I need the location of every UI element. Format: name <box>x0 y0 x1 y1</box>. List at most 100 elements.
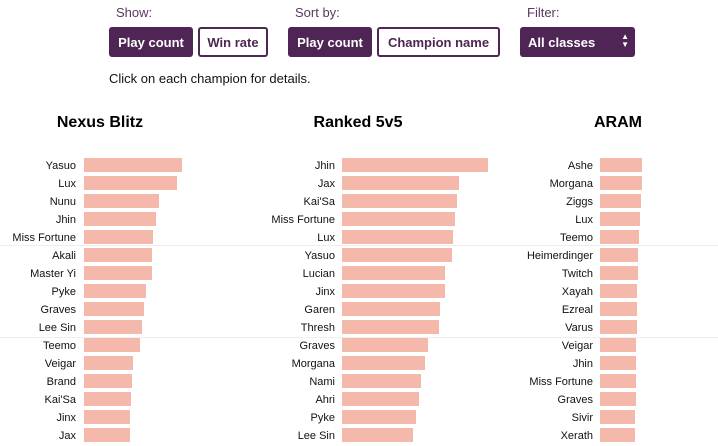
play-count-bar[interactable] <box>342 194 457 208</box>
play-count-bar[interactable] <box>342 410 416 424</box>
champion-label[interactable]: Morgana <box>0 177 593 195</box>
play-count-bar[interactable] <box>600 176 642 190</box>
play-count-bar[interactable] <box>600 338 636 352</box>
champion-label[interactable]: Lux <box>0 177 76 195</box>
play-count-bar[interactable] <box>342 176 459 190</box>
champion-label[interactable]: Jhin <box>0 159 335 177</box>
play-count-bar[interactable] <box>600 266 638 280</box>
play-count-bar[interactable] <box>600 410 635 424</box>
play-count-bar[interactable] <box>84 338 140 352</box>
champion-label[interactable]: Ashe <box>0 159 593 177</box>
play-count-bar[interactable] <box>84 302 144 316</box>
play-count-bar[interactable] <box>600 284 637 298</box>
champion-label[interactable]: Xayah <box>0 285 593 303</box>
play-count-bar[interactable] <box>342 248 452 262</box>
champion-label[interactable]: Twitch <box>0 267 593 285</box>
play-count-bar[interactable] <box>84 248 152 262</box>
play-count-bar[interactable] <box>84 410 130 424</box>
play-count-bar[interactable] <box>342 428 413 442</box>
play-count-bar[interactable] <box>84 320 142 334</box>
play-count-bar[interactable] <box>342 230 453 244</box>
sort-champion-name-button[interactable]: Champion name <box>377 27 500 57</box>
champion-label[interactable]: Miss Fortune <box>0 375 593 393</box>
champion-label[interactable]: Sivir <box>0 411 593 429</box>
play-count-bar[interactable] <box>342 356 425 370</box>
play-count-bar[interactable] <box>84 356 133 370</box>
champion-label[interactable]: Varus <box>0 321 593 339</box>
champion-label[interactable]: Jax <box>0 177 335 195</box>
champion-label[interactable]: Akali <box>0 249 76 267</box>
champion-label[interactable]: Veigar <box>0 357 76 375</box>
play-count-bar[interactable] <box>84 266 152 280</box>
play-count-bar[interactable] <box>600 320 637 334</box>
champion-label[interactable]: Ziggs <box>0 195 593 213</box>
show-win-rate-button[interactable]: Win rate <box>198 27 268 57</box>
champion-label[interactable]: Lee Sin <box>0 429 335 446</box>
filter-select[interactable]: All classes ▲ ▼ <box>520 27 635 57</box>
play-count-bar[interactable] <box>84 212 156 226</box>
play-count-bar[interactable] <box>84 284 146 298</box>
play-count-bar[interactable] <box>600 230 639 244</box>
champion-label[interactable]: Miss Fortune <box>0 213 335 231</box>
play-count-bar[interactable] <box>342 266 445 280</box>
champion-label[interactable]: Jinx <box>0 411 76 429</box>
champion-label[interactable]: Jinx <box>0 285 335 303</box>
play-count-bar[interactable] <box>342 392 419 406</box>
champion-label[interactable]: Brand <box>0 375 76 393</box>
champion-label[interactable]: Heimerdinger <box>0 249 593 267</box>
play-count-bar[interactable] <box>84 194 159 208</box>
champion-label[interactable]: Nami <box>0 375 335 393</box>
champion-label[interactable]: Xerath <box>0 429 593 446</box>
champion-label[interactable]: Ezreal <box>0 303 593 321</box>
play-count-bar[interactable] <box>342 302 440 316</box>
play-count-bar[interactable] <box>600 158 642 172</box>
champion-label[interactable]: Pyke <box>0 285 76 303</box>
play-count-bar[interactable] <box>600 428 635 442</box>
champion-label[interactable]: Ahri <box>0 393 335 411</box>
champion-label[interactable]: Pyke <box>0 411 335 429</box>
play-count-bar[interactable] <box>342 212 455 226</box>
play-count-bar[interactable] <box>84 374 132 388</box>
champion-label[interactable]: Kai'Sa <box>0 195 335 213</box>
play-count-bar[interactable] <box>84 230 153 244</box>
champion-label[interactable]: Teemo <box>0 231 593 249</box>
champion-label[interactable]: Yasuo <box>0 249 335 267</box>
play-count-bar[interactable] <box>84 428 130 442</box>
play-count-bar[interactable] <box>84 392 131 406</box>
play-count-bar[interactable] <box>342 320 439 334</box>
champion-label[interactable]: Lee Sin <box>0 321 76 339</box>
champion-label[interactable]: Graves <box>0 303 76 321</box>
play-count-bar[interactable] <box>342 158 488 172</box>
champion-label[interactable]: Lux <box>0 213 593 231</box>
play-count-bar[interactable] <box>600 212 640 226</box>
champion-label[interactable]: Nunu <box>0 195 76 213</box>
champion-label[interactable]: Graves <box>0 339 335 357</box>
champion-label[interactable]: Master Yi <box>0 267 76 285</box>
play-count-bar[interactable] <box>342 284 445 298</box>
champion-label[interactable]: Lucian <box>0 267 335 285</box>
champion-label[interactable]: Jhin <box>0 213 76 231</box>
champion-label[interactable]: Jhin <box>0 357 593 375</box>
play-count-bar[interactable] <box>600 194 641 208</box>
champion-label[interactable]: Thresh <box>0 321 335 339</box>
play-count-bar[interactable] <box>600 248 638 262</box>
champion-label[interactable]: Yasuo <box>0 159 76 177</box>
play-count-bar[interactable] <box>600 356 636 370</box>
champion-label[interactable]: Lux <box>0 231 335 249</box>
champion-label[interactable]: Veigar <box>0 339 593 357</box>
play-count-bar[interactable] <box>600 374 636 388</box>
champion-label[interactable]: Miss Fortune <box>0 231 76 249</box>
play-count-bar[interactable] <box>84 176 177 190</box>
play-count-bar[interactable] <box>342 338 428 352</box>
champion-label[interactable]: Jax <box>0 429 76 446</box>
play-count-bar[interactable] <box>342 374 421 388</box>
play-count-bar[interactable] <box>600 392 636 406</box>
play-count-bar[interactable] <box>84 158 182 172</box>
champion-label[interactable]: Garen <box>0 303 335 321</box>
sort-play-count-button[interactable]: Play count <box>288 27 372 57</box>
champion-label[interactable]: Kai'Sa <box>0 393 76 411</box>
show-play-count-button[interactable]: Play count <box>109 27 193 57</box>
champion-label[interactable]: Morgana <box>0 357 335 375</box>
champion-label[interactable]: Graves <box>0 393 593 411</box>
champion-label[interactable]: Teemo <box>0 339 76 357</box>
